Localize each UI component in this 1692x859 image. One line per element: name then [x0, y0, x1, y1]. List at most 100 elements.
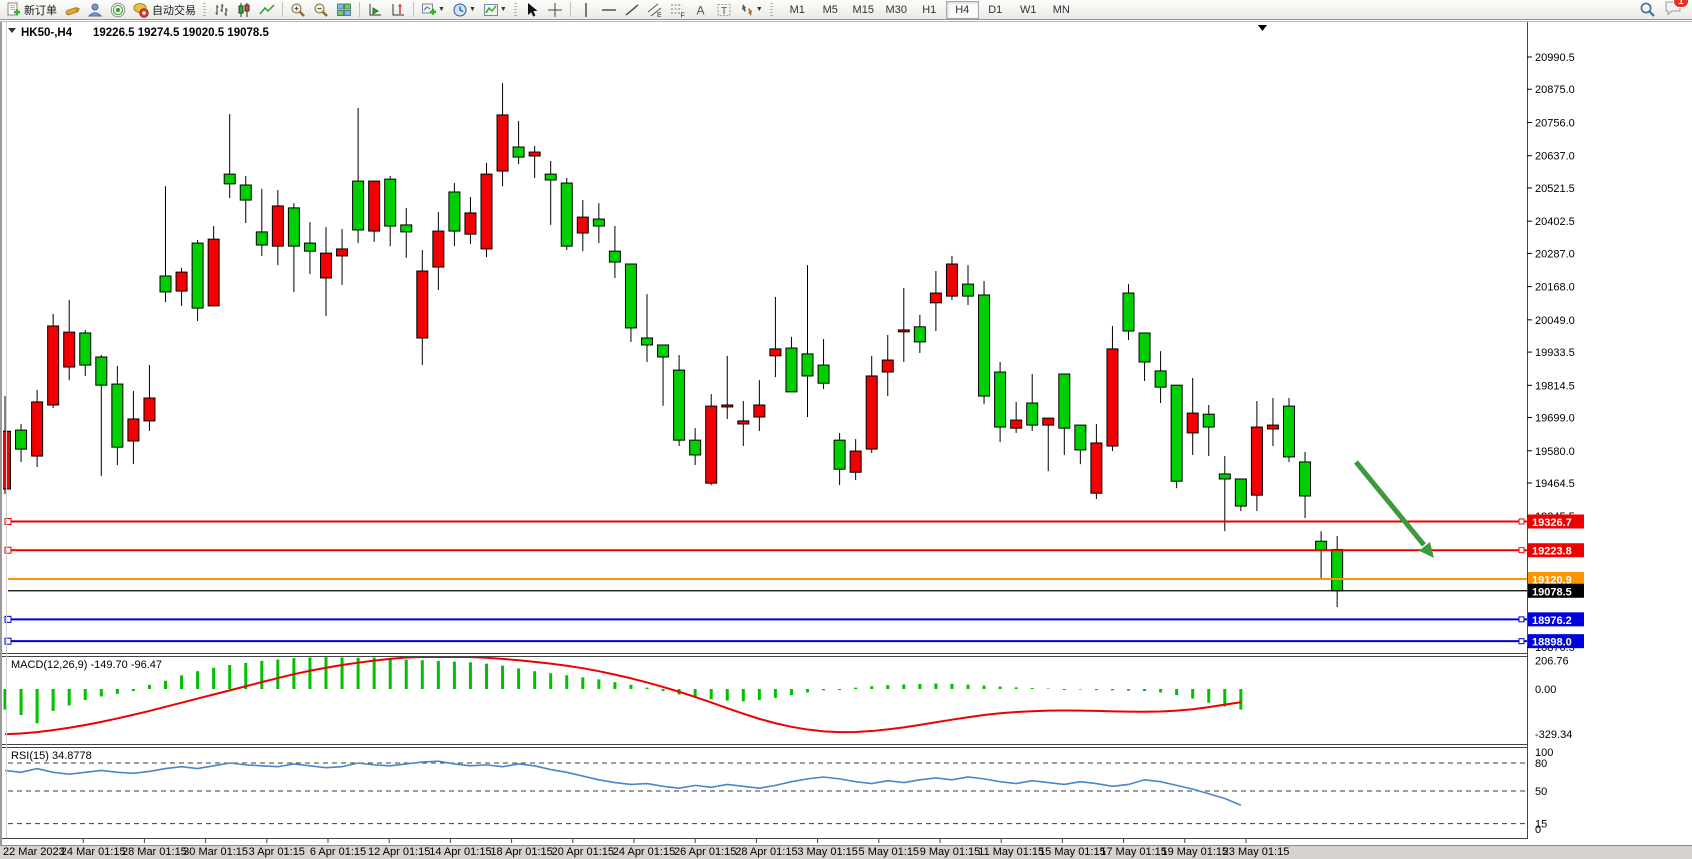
level-line-19223.8[interactable] [4, 546, 1527, 554]
line-handle[interactable] [4, 546, 12, 554]
candle [432, 212, 445, 290]
tab-timeframe-M15[interactable]: M15 [852, 3, 874, 16]
line-handle[interactable] [1518, 616, 1525, 623]
candle [496, 83, 509, 187]
macd-histogram-bar [693, 689, 697, 698]
candle-body [175, 271, 188, 292]
trend-arrow-line[interactable] [1354, 460, 1426, 547]
line-handle[interactable] [4, 517, 12, 525]
tab-timeframe-M30[interactable]: M30 [885, 3, 907, 16]
chart-collapse-icon[interactable] [8, 28, 16, 33]
candle-body [143, 397, 156, 422]
candle-body [303, 242, 316, 252]
tab-timeframe-M5[interactable]: M5 [822, 3, 838, 16]
horizontal-line-tool-button[interactable] [598, 1, 620, 19]
tab-timeframe-H4[interactable]: H4 [945, 0, 979, 19]
candle-body [79, 332, 92, 366]
chart-title-symbol: HK50-,H4 [21, 27, 73, 39]
arrows-tool-button[interactable]: ▼ [736, 1, 766, 19]
new-order-button[interactable]: 新订单 [2, 1, 60, 19]
candle-body [817, 364, 830, 384]
trend-arrow[interactable] [1354, 460, 1434, 558]
zoom-in-button[interactable] [287, 1, 309, 19]
price-tag: 19223.8 [1528, 543, 1584, 558]
auto-scroll-button[interactable] [364, 1, 386, 19]
zoom-out-button[interactable] [310, 1, 332, 19]
line-chart-type-button[interactable] [256, 1, 278, 19]
indicators-button[interactable]: ▼ [480, 1, 510, 19]
tab-timeframe-M1[interactable]: M1 [789, 3, 805, 16]
crayon-button[interactable] [61, 1, 83, 19]
signal-button[interactable] [107, 1, 129, 19]
tab-timeframe-MN[interactable]: MN [1052, 3, 1070, 16]
candle-body [464, 212, 477, 235]
candle [1058, 373, 1071, 455]
candle-body [1026, 402, 1039, 426]
toolbar-grip [513, 2, 517, 17]
level-line-19326.7[interactable] [4, 517, 1527, 525]
macd-histogram-bar [806, 689, 809, 693]
svg-text:A: A [696, 3, 704, 17]
candle [689, 428, 702, 466]
candle-chart-type-button[interactable] [233, 1, 255, 19]
macd-histogram-bar [661, 689, 665, 692]
tab-timeframe-W1[interactable]: W1 [1020, 3, 1037, 16]
line-handle[interactable] [4, 615, 12, 623]
candle [833, 432, 846, 486]
date-label: 3 Apr 01:15 [249, 846, 305, 858]
candle [801, 265, 814, 417]
bar-chart-type-button[interactable] [210, 1, 232, 19]
cursor-icon [527, 2, 538, 17]
profile-button[interactable] [84, 1, 106, 19]
cursor-tool-button[interactable] [521, 1, 543, 19]
crosshair-tool-button[interactable] [544, 1, 566, 19]
channel-tool-button[interactable]: E [644, 1, 666, 19]
macd-histogram-bar [19, 689, 23, 716]
line-handle[interactable] [1518, 547, 1525, 554]
chart-background [0, 20, 1692, 846]
chart-shift-button[interactable] [387, 1, 409, 19]
macd-histogram-bar [822, 689, 826, 691]
line-handle[interactable] [1518, 518, 1525, 525]
candle [913, 314, 926, 354]
macd-histogram-bar [789, 689, 793, 696]
vertical-line-tool-button[interactable] [575, 1, 597, 19]
line-handle[interactable] [1518, 638, 1525, 645]
candle [641, 294, 653, 362]
new-chart-button[interactable]: ▼ [418, 1, 448, 19]
macd-histogram-bar [1223, 689, 1227, 707]
tab-timeframe-H1[interactable]: H1 [922, 3, 937, 16]
macd-histogram-bar [3, 689, 7, 710]
candle-body [384, 178, 397, 227]
level-line-18898.0[interactable] [4, 637, 1527, 645]
candle-body [159, 275, 172, 293]
tab-timeframe-D1[interactable]: D1 [988, 3, 1003, 16]
fibonacci-tool-button[interactable]: F [667, 1, 689, 19]
date-label: 30 Mar 01:15 [183, 846, 248, 858]
candle [1202, 404, 1215, 457]
candle [31, 389, 44, 467]
search-icon[interactable] [1639, 1, 1656, 18]
candle [865, 355, 878, 454]
candle [320, 227, 332, 316]
text-label-tool-button[interactable]: T [713, 1, 735, 19]
candle [817, 339, 830, 390]
macd-histogram-bar [164, 680, 167, 689]
candle [721, 355, 734, 419]
level-line-18976.2[interactable] [4, 615, 1527, 623]
candle-body [624, 263, 637, 329]
line-handle[interactable] [4, 637, 12, 645]
candle-body [63, 331, 76, 368]
tile-windows-button[interactable] [333, 1, 355, 19]
macd-histogram-bar [324, 657, 328, 689]
auto-trading-button[interactable]: 自动交易 [130, 1, 199, 19]
candle-body [576, 216, 589, 234]
text-tool-button[interactable]: A [690, 1, 712, 19]
macd-signal-line [4, 656, 1241, 736]
notifications-button[interactable]: 1 [1664, 0, 1689, 19]
trendline-tool-button[interactable] [621, 1, 643, 19]
periods-button[interactable]: ▼ [449, 1, 479, 19]
candle [1090, 423, 1103, 500]
rsi-label: RSI(15) 34.8778 [11, 750, 92, 762]
line-chart-icon [259, 3, 275, 14]
